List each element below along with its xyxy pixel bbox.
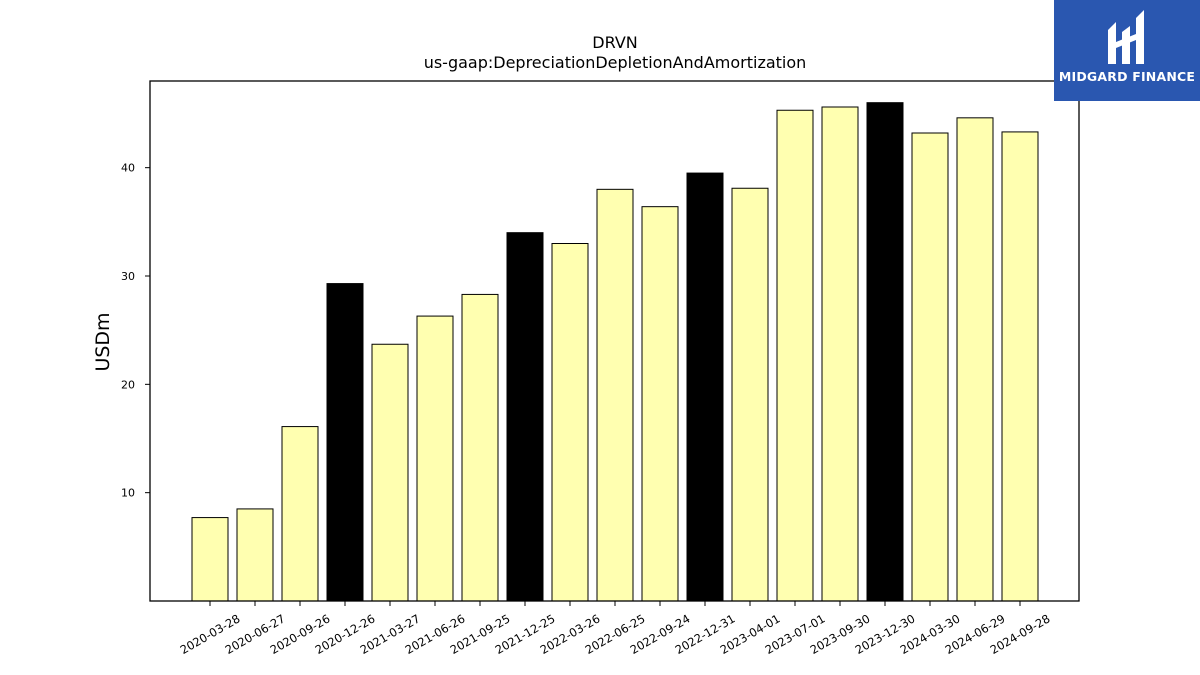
midgard-finance-logo: MIDGARD FINANCE xyxy=(1054,0,1200,101)
y-tick-label: 10 xyxy=(121,487,135,500)
y-tick-label: 20 xyxy=(121,378,135,391)
bar-2023-04-01 xyxy=(731,187,769,602)
bar-2024-06-29 xyxy=(956,117,994,602)
logo-text: MIDGARD FINANCE xyxy=(1058,69,1196,84)
bar-2022-06-25 xyxy=(596,188,634,602)
y-tick-label: 30 xyxy=(121,270,135,283)
bar-2020-03-28 xyxy=(191,517,229,602)
bars-group xyxy=(191,102,1039,602)
bar-2020-09-26 xyxy=(281,426,319,602)
plot-frame xyxy=(149,80,1080,602)
bar-2020-06-27 xyxy=(236,508,274,602)
bar-2023-09-30 xyxy=(821,106,859,602)
y-axis-label: USDm xyxy=(92,312,114,371)
logo-mark-icon xyxy=(1108,10,1144,64)
x-ticks-group: 2020-03-282020-06-272020-09-262020-12-26… xyxy=(178,601,1053,657)
bar-2023-12-30 xyxy=(866,102,904,602)
bar-2021-09-25 xyxy=(461,293,499,602)
bar-2022-03-26 xyxy=(551,243,589,602)
bar-2021-06-26 xyxy=(416,315,454,602)
y-tick-label: 40 xyxy=(121,162,135,175)
y-ticks-group: 10 20 30 40 xyxy=(121,162,150,500)
bar-2023-07-01 xyxy=(776,109,814,602)
bar-2021-03-27 xyxy=(371,343,409,602)
bar-2022-12-31 xyxy=(686,172,724,602)
bar-2020-12-26 xyxy=(326,283,364,602)
bar-2021-12-25 xyxy=(506,232,544,602)
chart-title: DRVN xyxy=(592,33,637,52)
bar-2024-09-28 xyxy=(1001,131,1039,602)
bar-2024-03-30 xyxy=(911,132,949,602)
chart-subtitle: us-gaap:DepreciationDepletionAndAmortiza… xyxy=(424,53,807,72)
bar-2022-09-24 xyxy=(641,206,679,602)
